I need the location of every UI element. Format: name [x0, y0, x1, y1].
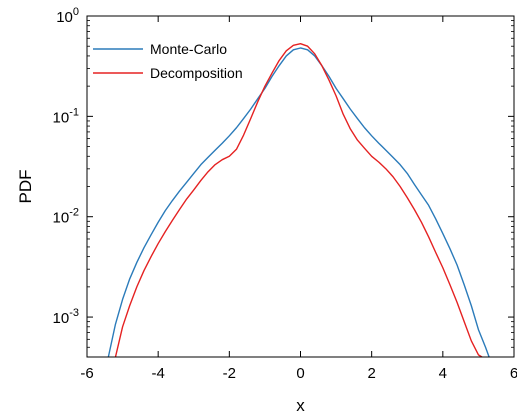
- axis-tick-labels: -6 -4 -2 0 2 4 6 10-3 10-2 10-1 100: [53, 6, 517, 382]
- x-tick-label: -4: [151, 365, 164, 382]
- legend-label-decomposition: Decomposition: [150, 65, 243, 81]
- axis-ticks: [86, 15, 515, 358]
- x-tick-label: 0: [296, 365, 304, 382]
- x-tick-label: -2: [223, 365, 236, 382]
- x-tick-label: 6: [510, 365, 517, 382]
- x-tick-label: 4: [439, 365, 447, 382]
- series-line-decomposition: [114, 42, 483, 357]
- legend-label-monte-carlo: Monte-Carlo: [150, 41, 227, 57]
- y-tick-label: 10-3: [53, 307, 79, 327]
- series-layer: [107, 42, 490, 357]
- y-axis-label: PDF: [16, 170, 35, 204]
- x-tick-label: 2: [367, 365, 375, 382]
- x-tick-label: -6: [80, 365, 93, 382]
- y-tick-label: 10-2: [53, 207, 79, 227]
- x-axis-label: x: [296, 396, 305, 415]
- series-line-monte-carlo: [107, 47, 490, 357]
- y-tick-label: 10-1: [53, 106, 79, 126]
- y-tick-label: 100: [56, 6, 79, 26]
- legend: Monte-Carlo Decomposition: [93, 41, 243, 81]
